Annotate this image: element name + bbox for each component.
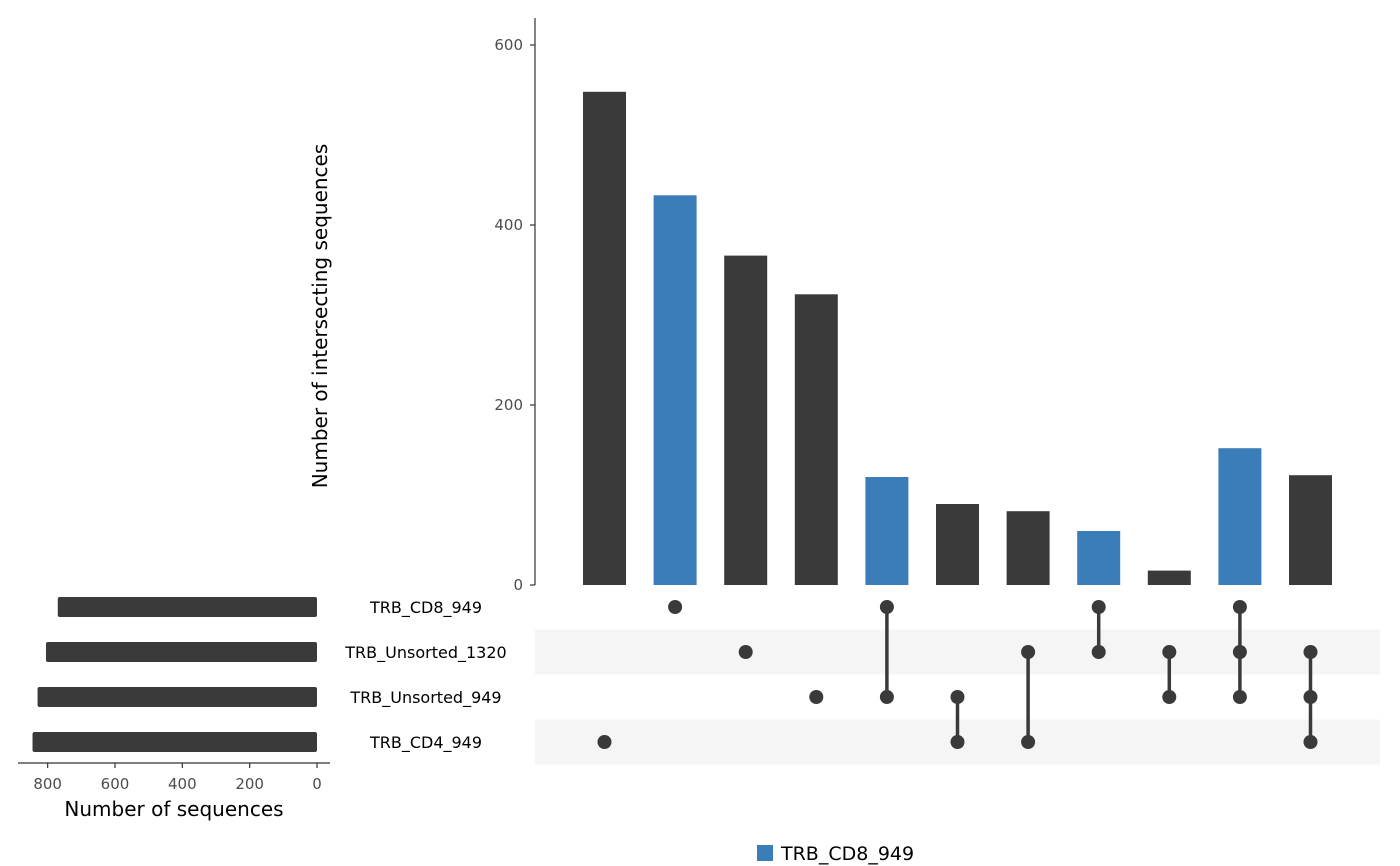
matrix-dot bbox=[879, 600, 894, 614]
intersection-y-axis: 0 200 400 600 bbox=[494, 18, 536, 594]
matrix-dot bbox=[1091, 645, 1106, 659]
matrix-dot bbox=[809, 690, 824, 704]
matrix-row-stripe bbox=[535, 629, 1380, 675]
intersection-bar bbox=[794, 294, 838, 585]
set-label: TRB_CD4_949 bbox=[369, 733, 482, 753]
legend: TRB_CD8_949 bbox=[757, 843, 914, 865]
y-axis-tick-label: 600 bbox=[494, 36, 523, 54]
intersection-y-axis-title: Number of intersecting sequences bbox=[308, 144, 332, 489]
set-label: TRB_Unsorted_949 bbox=[349, 688, 501, 708]
matrix-dot bbox=[1091, 600, 1106, 614]
matrix-dot bbox=[1303, 645, 1318, 659]
intersection-bar bbox=[583, 91, 626, 586]
legend-swatch bbox=[757, 845, 773, 861]
set-size-bar bbox=[45, 642, 317, 662]
set-size-axis-tick-label: 800 bbox=[33, 775, 62, 793]
matrix-dot bbox=[1162, 645, 1177, 659]
set-size-bars bbox=[32, 597, 318, 752]
matrix-dot bbox=[1232, 645, 1247, 659]
set-size-axis-tick-label: 600 bbox=[101, 775, 130, 793]
intersection-bar bbox=[1147, 570, 1191, 585]
matrix-dot bbox=[1303, 735, 1318, 749]
matrix-dot bbox=[950, 735, 965, 749]
set-label: TRB_CD8_949 bbox=[369, 598, 482, 618]
set-size-axis-tick-label: 0 bbox=[312, 775, 322, 793]
intersection-bar bbox=[653, 195, 697, 586]
intersection-bar bbox=[1218, 448, 1262, 585]
matrix-dot bbox=[1162, 690, 1177, 704]
set-size-axis-tick-label: 200 bbox=[235, 775, 264, 793]
matrix-dot bbox=[668, 600, 683, 614]
matrix-dot bbox=[1232, 690, 1247, 704]
y-axis-tick-label: 200 bbox=[494, 396, 523, 414]
set-size-x-axis-title: Number of sequences bbox=[64, 797, 283, 821]
set-label: TRB_Unsorted_1320 bbox=[344, 643, 506, 663]
intersection-bar bbox=[1289, 475, 1332, 585]
legend-label: TRB_CD8_949 bbox=[780, 843, 914, 865]
intersection-matrix bbox=[597, 600, 1318, 749]
intersection-bar bbox=[1077, 531, 1121, 585]
matrix-dot bbox=[1303, 690, 1318, 704]
matrix-dot bbox=[1232, 600, 1247, 614]
set-size-bar bbox=[37, 687, 318, 707]
set-size-bar bbox=[57, 597, 318, 617]
matrix-dot bbox=[950, 690, 965, 704]
set-labels: TRB_CD8_949 TRB_Unsorted_1320 TRB_Unsorted… bbox=[344, 598, 506, 753]
intersection-bars bbox=[583, 91, 1332, 586]
y-axis-tick-label: 0 bbox=[513, 576, 523, 594]
matrix-dot bbox=[597, 735, 612, 749]
intersection-bar bbox=[724, 255, 768, 585]
set-size-axis-tick-label: 400 bbox=[168, 775, 197, 793]
set-size-bar bbox=[32, 732, 318, 752]
set-size-x-axis: 800 600 400 200 0 bbox=[18, 762, 330, 793]
matrix-dot bbox=[1021, 645, 1036, 659]
intersection-bar bbox=[865, 477, 909, 585]
matrix-dot bbox=[1021, 735, 1036, 749]
matrix-dot bbox=[738, 645, 753, 659]
matrix-dot bbox=[879, 690, 894, 704]
intersection-bar bbox=[1006, 511, 1050, 585]
intersection-bar bbox=[936, 504, 979, 585]
y-axis-tick-label: 400 bbox=[494, 216, 523, 234]
